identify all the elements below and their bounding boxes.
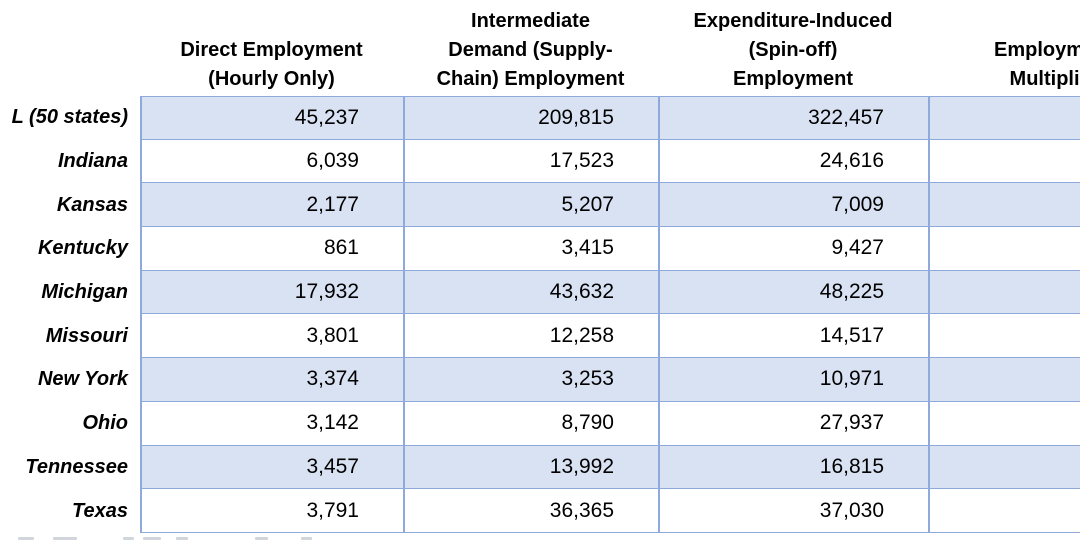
cropped-text-fragment — [123, 537, 134, 540]
row-label-ohio: Ohio — [0, 401, 140, 446]
cell-ohio-multiplier — [928, 401, 1080, 446]
cell-texas-spinoff: 37,030 — [658, 489, 928, 533]
cropped-text-fragment — [255, 537, 268, 540]
cell-kentucky-direct: 861 — [140, 227, 403, 271]
cell-total-direct: 45,237 — [140, 96, 403, 140]
row-label-indiana: Indiana — [0, 139, 140, 184]
cropped-text-fragment — [143, 537, 161, 540]
cell-tennessee-spinoff: 16,815 — [658, 445, 928, 490]
cell-kentucky-intermediate: 3,415 — [403, 227, 658, 271]
cell-michigan-direct: 17,932 — [140, 270, 403, 315]
cell-tennessee-multiplier — [928, 445, 1080, 490]
cell-kentucky-spinoff: 9,427 — [658, 227, 928, 271]
cell-indiana-multiplier — [928, 139, 1080, 184]
cell-ohio-direct: 3,142 — [140, 401, 403, 446]
row-label-michigan: Michigan — [0, 270, 140, 315]
cell-kansas-intermediate: 5,207 — [403, 183, 658, 228]
header-direct-employment: Direct Employment (Hourly Only) — [180, 39, 363, 90]
cell-texas-intermediate: 36,365 — [403, 489, 658, 533]
cell-kentucky-multiplier — [928, 227, 1080, 271]
cell-kansas-direct: 2,177 — [140, 183, 403, 228]
cell-new-york-intermediate: 3,253 — [403, 358, 658, 402]
cell-new-york-multiplier — [928, 358, 1080, 402]
cell-tennessee-intermediate: 13,992 — [403, 445, 658, 490]
cropped-text-fragment — [18, 537, 34, 540]
cell-missouri-intermediate: 12,258 — [403, 314, 658, 359]
cell-ohio-intermediate: 8,790 — [403, 401, 658, 446]
cell-indiana-spinoff: 24,616 — [658, 139, 928, 184]
cell-missouri-multiplier — [928, 314, 1080, 359]
cropped-text-fragment — [176, 537, 188, 540]
cell-total-multiplier — [928, 96, 1080, 140]
header-row-labels — [0, 0, 140, 96]
row-label-new-york: New York — [0, 358, 140, 402]
cropped-text-fragment — [301, 537, 312, 540]
cell-indiana-intermediate: 17,523 — [403, 139, 658, 184]
cell-missouri-direct: 3,801 — [140, 314, 403, 359]
cell-new-york-spinoff: 10,971 — [658, 358, 928, 402]
cell-missouri-spinoff: 14,517 — [658, 314, 928, 359]
cell-texas-multiplier — [928, 489, 1080, 533]
header-intermediate-demand: Intermediate Demand (Supply- Chain) Empl… — [436, 10, 625, 90]
cell-indiana-direct: 6,039 — [140, 139, 403, 184]
row-label-missouri: Missouri — [0, 314, 140, 359]
cell-texas-direct: 3,791 — [140, 489, 403, 533]
cell-michigan-multiplier — [928, 270, 1080, 315]
cell-total-spinoff: 322,457 — [658, 96, 928, 140]
row-label-tennessee: Tennessee — [0, 445, 140, 490]
cell-michigan-intermediate: 43,632 — [403, 270, 658, 315]
cropped-text-fragment — [53, 537, 77, 540]
cell-new-york-direct: 3,374 — [140, 358, 403, 402]
cell-ohio-spinoff: 27,937 — [658, 401, 928, 446]
cell-kansas-spinoff: 7,009 — [658, 183, 928, 228]
row-label-kansas: Kansas — [0, 183, 140, 228]
cell-michigan-spinoff: 48,225 — [658, 270, 928, 315]
cell-total-intermediate: 209,815 — [403, 96, 658, 140]
cell-tennessee-direct: 3,457 — [140, 445, 403, 490]
header-employment-multiplier: Employment Multiplier — [993, 39, 1080, 90]
header-expenditure-induced: Expenditure-Induced (Spin-off) Employmen… — [693, 10, 893, 90]
row-label-kentucky: Kentucky — [0, 227, 140, 271]
row-label-texas: Texas — [0, 489, 140, 533]
cell-kansas-multiplier — [928, 183, 1080, 228]
row-label-total: L (50 states) — [0, 96, 140, 140]
